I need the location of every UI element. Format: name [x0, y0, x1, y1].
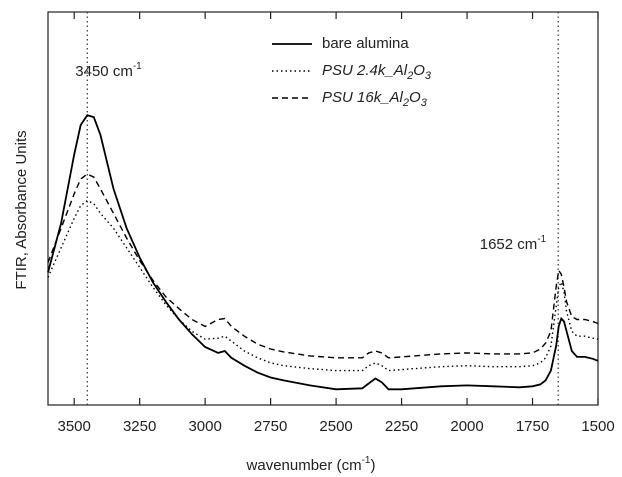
- x-tick-label: 2000: [450, 418, 483, 435]
- series-line: [47, 114, 599, 391]
- x-tick-label: 1750: [516, 418, 549, 435]
- plot-frame: [47, 11, 599, 406]
- x-tick-label: 3000: [188, 418, 221, 435]
- x-tick-label: 1500: [581, 418, 614, 435]
- x-tick-label: 2250: [385, 418, 418, 435]
- x-tick-label: 2750: [254, 418, 287, 435]
- y-axis-label: FTIR, Absorbance Units: [13, 130, 30, 289]
- series-line: [47, 199, 599, 372]
- legend-label: PSU 16k_Al2​O3​: [322, 89, 428, 109]
- x-tick-label: 3500: [58, 418, 91, 435]
- x-axis-label: wavenumber (cm-1​): [246, 455, 376, 474]
- annotation: 3450 cm-1​: [75, 61, 142, 80]
- legend-label: bare alumina: [322, 35, 409, 52]
- x-tick-label: 2500: [319, 418, 352, 435]
- annotation: 1652 cm-1​: [480, 234, 547, 253]
- series-line: [47, 173, 599, 359]
- legend-label: PSU 2.4k_Al2​O3​: [322, 62, 432, 82]
- x-tick-label: 3250: [123, 418, 156, 435]
